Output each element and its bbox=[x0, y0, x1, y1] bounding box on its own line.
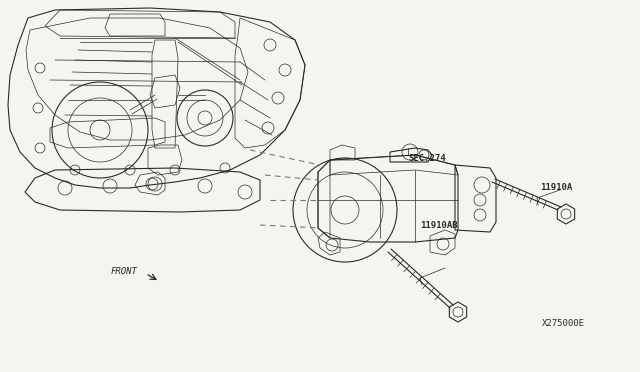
Text: SEC.274: SEC.274 bbox=[408, 154, 446, 163]
Text: X275000E: X275000E bbox=[541, 319, 585, 328]
Text: 11910A: 11910A bbox=[540, 183, 572, 192]
Text: FRONT: FRONT bbox=[111, 267, 138, 276]
Text: 11910AB: 11910AB bbox=[420, 221, 458, 230]
